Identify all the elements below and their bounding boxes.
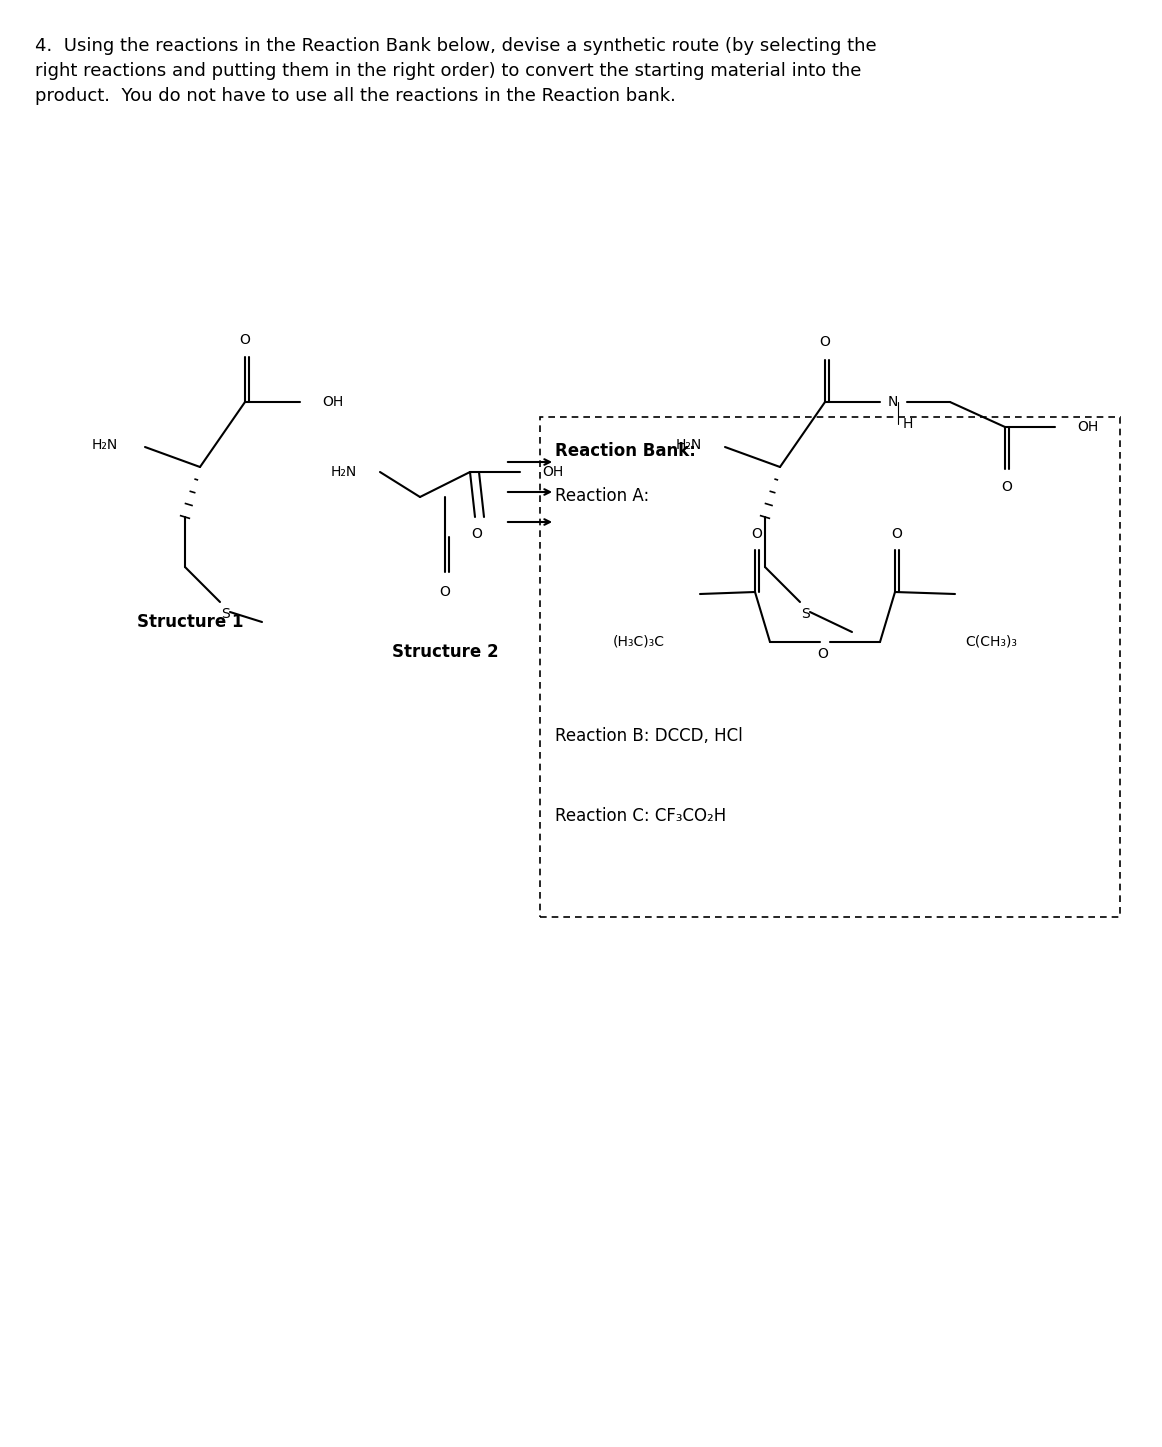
Text: Structure 2: Structure 2 [392,642,498,661]
Text: Reaction C: CF₃CO₂H: Reaction C: CF₃CO₂H [555,807,726,825]
Text: C(CH₃)₃: C(CH₃)₃ [964,635,1017,650]
Text: O: O [752,527,762,541]
Text: H₂N: H₂N [676,438,702,451]
Text: (H₃C)₃C: (H₃C)₃C [614,635,665,650]
Text: Reaction Bank:: Reaction Bank: [555,441,696,460]
Text: O: O [1002,480,1012,493]
FancyBboxPatch shape [540,417,1120,917]
Text: H: H [903,417,913,431]
Text: O: O [472,527,482,541]
Text: S: S [801,606,810,621]
Text: OH: OH [1077,420,1098,434]
Text: Structure 1: Structure 1 [137,614,243,631]
Text: H₂N: H₂N [92,438,119,451]
Text: N: N [888,395,898,410]
Text: O: O [439,585,451,599]
Text: O: O [891,527,903,541]
Text: H₂N: H₂N [331,464,357,479]
Text: O: O [239,333,251,347]
Text: O: O [818,647,829,661]
Text: Reaction A:: Reaction A: [555,488,650,505]
Text: Reaction B: DCCD, HCl: Reaction B: DCCD, HCl [555,726,743,745]
Text: OH: OH [541,464,564,479]
Text: 4.  Using the reactions in the Reaction Bank below, devise a synthetic route (by: 4. Using the reactions in the Reaction B… [35,38,876,106]
Text: S: S [221,606,229,621]
Text: O: O [819,336,831,349]
Text: OH: OH [322,395,343,410]
